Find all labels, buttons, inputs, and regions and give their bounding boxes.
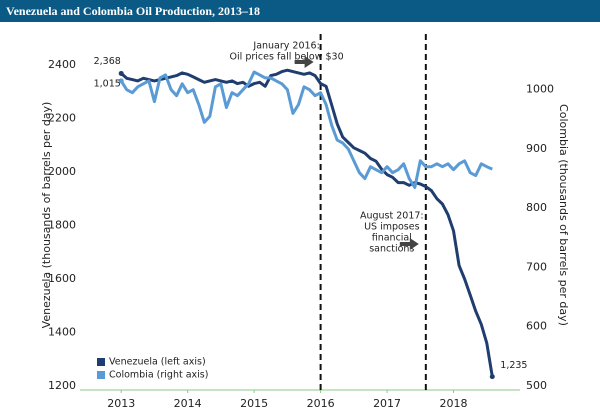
legend-label: Venezuela (left axis): [109, 357, 206, 368]
series-line: [120, 68, 494, 377]
chart-title: Venezuela and Colombia Oil Production, 2…: [6, 4, 260, 18]
event-label: financial: [372, 233, 412, 244]
value-label: 2,368: [94, 56, 121, 67]
y2-tick-label: 600: [526, 320, 547, 333]
x-tick-label: 2013: [107, 397, 135, 410]
series-line: [119, 70, 493, 189]
end-point: [118, 78, 124, 84]
y2-tick-label: 800: [526, 201, 547, 214]
legend-swatch: [97, 358, 105, 366]
title-bar: [0, 0, 600, 22]
y-tick-label: 1200: [48, 379, 76, 392]
y-tick-label: 2200: [48, 111, 76, 124]
y2-tick-label: 1000: [526, 83, 554, 96]
y2-tick-label: 700: [526, 260, 547, 273]
x-tick-label: 2014: [174, 397, 202, 410]
x-tick-label: 2015: [240, 397, 268, 410]
y2-axis-label: Colombia (thousands of barrels per day): [557, 104, 570, 326]
legend-label: Colombia (right axis): [109, 370, 208, 381]
event-label: Oil prices fall below $30: [230, 52, 344, 63]
legend-swatch: [97, 371, 105, 379]
event-label: US imposes: [364, 222, 420, 233]
event-arrow: [399, 238, 419, 250]
x-tick-label: 2018: [440, 397, 468, 410]
event-label: sanctions: [369, 244, 414, 255]
event-label: January 2016:: [252, 41, 319, 52]
x-tick-label: 2017: [373, 397, 401, 410]
x-tick-label: 2016: [307, 397, 335, 410]
y2-tick-label: 500: [526, 379, 547, 392]
event-label: August 2017:: [360, 211, 424, 222]
y-tick-label: 1800: [48, 218, 76, 231]
y2-tick-label: 900: [526, 142, 547, 155]
y-tick-label: 1400: [48, 325, 76, 338]
y-tick-label: 1600: [48, 272, 76, 285]
event-arrow: [294, 56, 314, 68]
end-point: [118, 70, 124, 76]
value-label: 1,235: [500, 360, 527, 371]
y-tick-label: 2000: [48, 165, 76, 178]
value-label: 1,015: [94, 78, 121, 89]
end-point: [489, 374, 495, 380]
y-tick-label: 2400: [48, 58, 76, 71]
y-axis-label: Venezuela (thousands of barrels per day): [40, 102, 53, 329]
